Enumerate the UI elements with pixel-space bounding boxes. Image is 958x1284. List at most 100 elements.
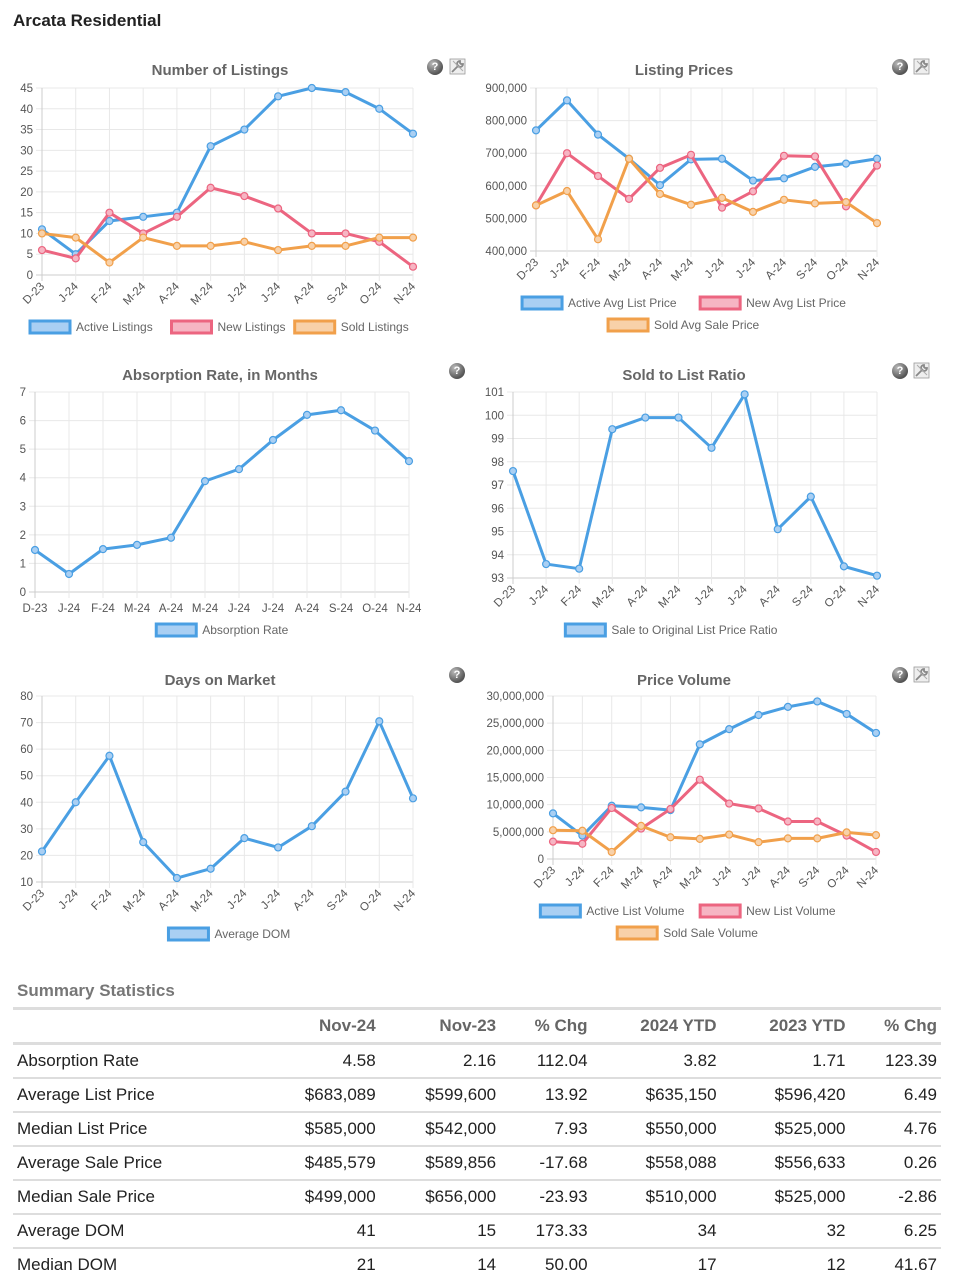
data-point[interactable] — [341, 229, 350, 238]
data-point[interactable] — [695, 740, 704, 749]
data-point[interactable] — [64, 569, 74, 579]
data-point[interactable] — [748, 176, 758, 185]
data-point[interactable] — [166, 533, 176, 542]
data-point[interactable] — [578, 839, 587, 848]
legend-item[interactable]: Average DOM — [166, 926, 290, 942]
data-point[interactable] — [717, 154, 727, 163]
data-point[interactable] — [810, 199, 820, 208]
data-point[interactable] — [172, 241, 182, 251]
data-point[interactable] — [37, 229, 47, 238]
help-icon[interactable]: ? — [449, 667, 465, 683]
data-point[interactable] — [779, 195, 789, 204]
data-point[interactable] — [636, 821, 646, 830]
data-point[interactable] — [783, 817, 793, 826]
data-point[interactable] — [562, 96, 572, 105]
data-point[interactable] — [813, 697, 822, 706]
data-point[interactable] — [707, 443, 716, 452]
data-point[interactable] — [98, 545, 108, 554]
data-point[interactable] — [779, 151, 789, 160]
data-point[interactable] — [773, 525, 782, 534]
data-point[interactable] — [717, 193, 727, 202]
data-point[interactable] — [754, 710, 763, 720]
help-icon[interactable]: ? — [892, 59, 908, 75]
wrench-icon[interactable] — [913, 58, 930, 75]
data-point[interactable] — [139, 838, 148, 847]
legend-item[interactable]: Active List Volume — [538, 903, 685, 919]
data-point[interactable] — [200, 477, 210, 486]
data-point[interactable] — [872, 154, 882, 163]
data-point[interactable] — [30, 545, 40, 555]
legend-item[interactable]: Active Avg List Price — [520, 295, 677, 311]
data-point[interactable] — [139, 212, 148, 221]
data-point[interactable] — [341, 88, 350, 97]
data-point[interactable] — [370, 426, 380, 435]
data-point[interactable] — [307, 241, 316, 251]
data-point[interactable] — [273, 92, 283, 101]
data-point[interactable] — [548, 826, 558, 835]
data-point[interactable] — [575, 564, 584, 573]
data-point[interactable] — [872, 161, 882, 170]
legend-item[interactable]: New Listings — [170, 319, 286, 335]
data-point[interactable] — [562, 186, 572, 196]
data-point[interactable] — [842, 828, 851, 837]
legend-item[interactable]: Absorption Rate — [154, 622, 289, 638]
legend-item[interactable]: Sale to Original List Price Ratio — [563, 622, 778, 638]
help-icon[interactable]: ? — [892, 667, 908, 683]
data-point[interactable] — [268, 435, 278, 445]
data-point[interactable] — [206, 183, 215, 192]
data-point[interactable] — [240, 191, 249, 201]
data-point[interactable] — [341, 787, 350, 796]
data-point[interactable] — [307, 83, 316, 93]
data-point[interactable] — [695, 775, 704, 784]
data-point[interactable] — [71, 254, 80, 263]
wrench-icon[interactable] — [913, 666, 930, 683]
data-point[interactable] — [548, 837, 558, 846]
data-point[interactable] — [608, 425, 617, 434]
data-point[interactable] — [408, 233, 418, 242]
data-point[interactable] — [748, 207, 758, 216]
data-point[interactable] — [307, 229, 316, 238]
data-point[interactable] — [783, 702, 793, 711]
data-point[interactable] — [842, 709, 851, 719]
data-point[interactable] — [71, 233, 80, 242]
data-point[interactable] — [508, 466, 518, 476]
data-point[interactable] — [105, 208, 114, 217]
data-point[interactable] — [748, 187, 758, 196]
data-point[interactable] — [408, 262, 418, 271]
data-point[interactable] — [871, 847, 881, 857]
data-point[interactable] — [810, 162, 820, 171]
data-point[interactable] — [273, 843, 283, 852]
data-point[interactable] — [666, 804, 675, 814]
data-point[interactable] — [132, 540, 142, 549]
data-point[interactable] — [541, 559, 551, 569]
data-point[interactable] — [206, 142, 215, 151]
data-point[interactable] — [578, 826, 587, 835]
data-point[interactable] — [810, 152, 820, 161]
data-point[interactable] — [240, 237, 249, 246]
data-point[interactable] — [686, 150, 696, 159]
data-point[interactable] — [172, 212, 182, 221]
data-point[interactable] — [783, 834, 793, 843]
data-point[interactable] — [404, 457, 414, 466]
data-point[interactable] — [234, 465, 244, 474]
legend-item[interactable]: New Avg List Price — [698, 295, 846, 311]
data-point[interactable] — [813, 817, 822, 826]
data-point[interactable] — [754, 838, 763, 847]
data-point[interactable] — [717, 203, 727, 212]
data-point[interactable] — [813, 834, 822, 843]
data-point[interactable] — [806, 492, 815, 501]
help-icon[interactable]: ? — [892, 363, 908, 379]
data-point[interactable] — [841, 198, 851, 207]
data-point[interactable] — [336, 406, 346, 415]
legend-item[interactable]: New List Volume — [698, 903, 836, 919]
data-point[interactable] — [686, 200, 696, 209]
legend-item[interactable]: Sold Listings — [293, 319, 409, 335]
data-point[interactable] — [307, 822, 316, 831]
data-point[interactable] — [139, 233, 148, 242]
data-point[interactable] — [871, 728, 881, 738]
data-point[interactable] — [375, 233, 384, 242]
data-point[interactable] — [655, 163, 665, 172]
help-icon[interactable]: ? — [449, 363, 465, 379]
data-point[interactable] — [408, 794, 418, 803]
data-point[interactable] — [872, 219, 882, 228]
